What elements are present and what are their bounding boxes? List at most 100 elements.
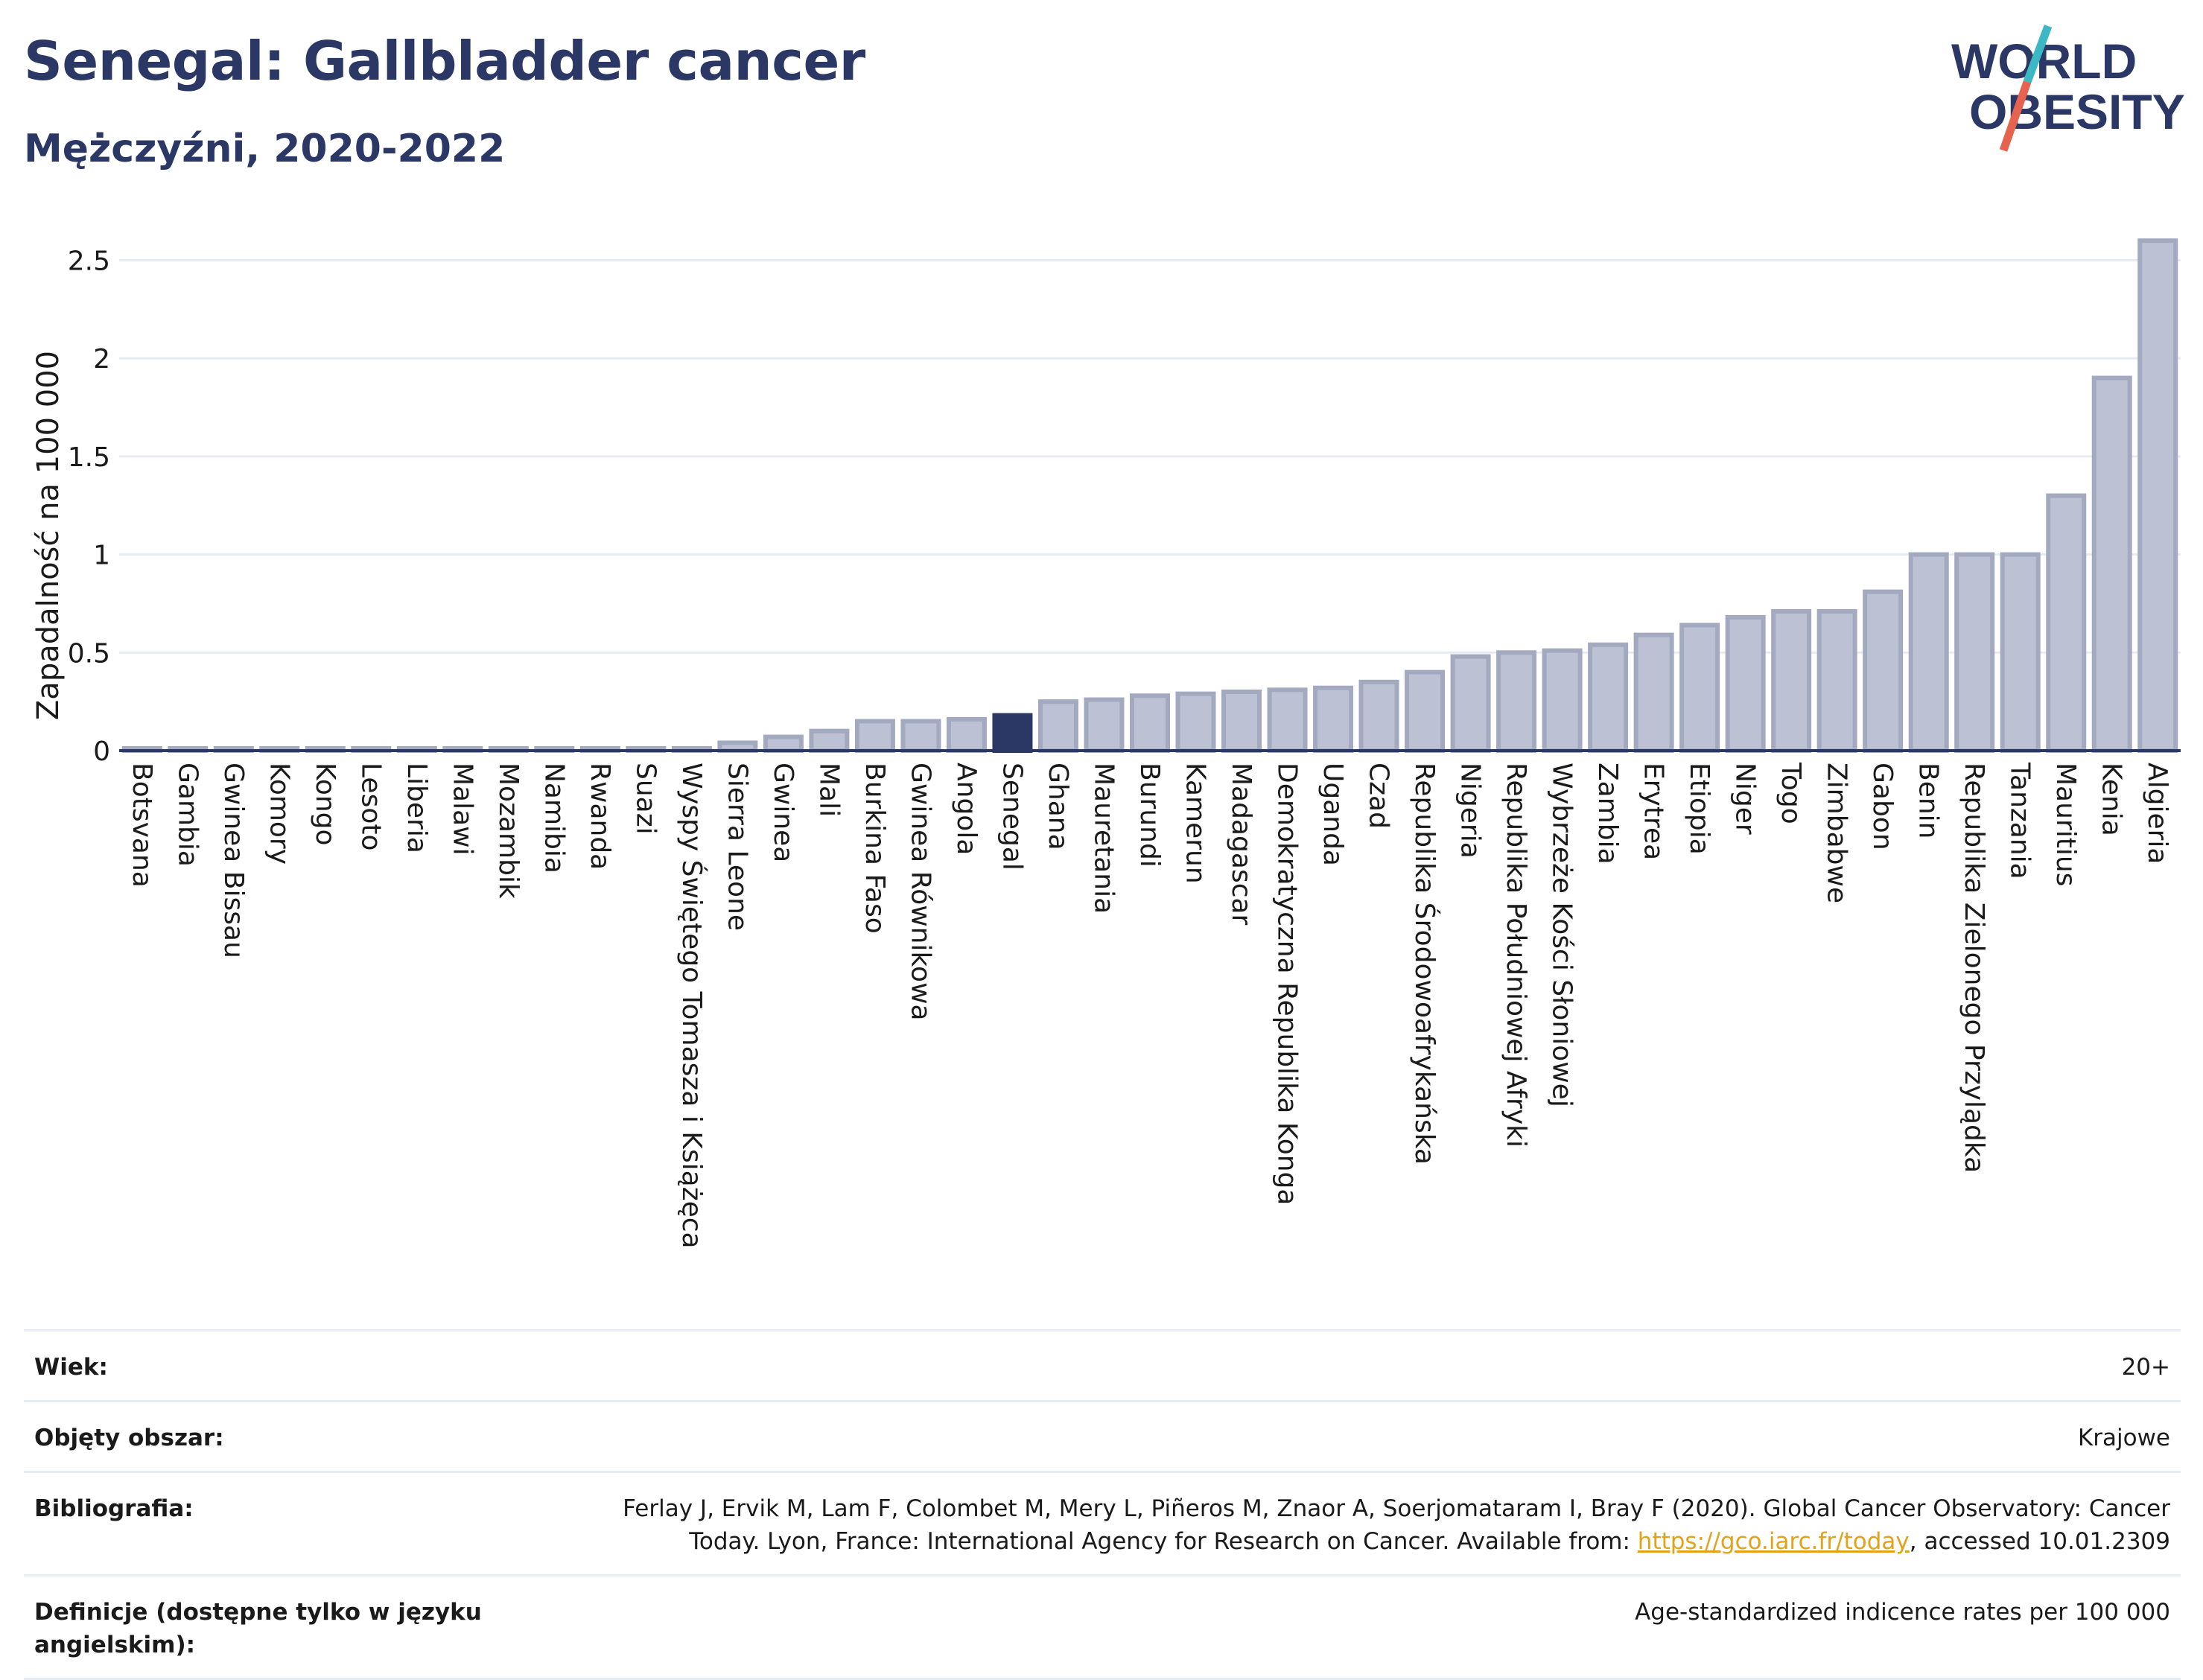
bar-gabon (1863, 589, 1904, 753)
x-tick-label: Tanzania (2005, 762, 2035, 879)
metadata-table: Wiek: 20+ Objęty obszar: Krajowe Bibliog… (24, 1329, 2181, 1680)
x-tick-label: Burundi (1134, 763, 1165, 868)
x-tick-label: Mozambik (493, 763, 524, 899)
bibliography-line2-end: , accessed 10.01.2309 (1909, 1528, 2170, 1555)
x-tick-label: Gwinea Równikowa (905, 763, 935, 1021)
y-tick-label: 0.5 (68, 638, 110, 669)
bar-zimbabwe (1816, 608, 1857, 754)
x-tick-label: Wybrzeże Kości Słoniowej (1547, 763, 1577, 1107)
x-tick-label: Malawi (447, 763, 477, 856)
x-tick-label: Liberia (401, 763, 432, 853)
bar-mauretania (1084, 697, 1125, 753)
x-tick-label: Zambia (1592, 763, 1623, 865)
bar-kenia (2091, 375, 2132, 753)
bibliography-line1: Ferlay J, Ervik M, Lam F, Colombet M, Me… (623, 1495, 2170, 1522)
bar-gwinea (763, 734, 804, 753)
bar-etiopia (1679, 623, 1720, 753)
x-tick-label: Erytrea (1638, 763, 1669, 860)
meta-label-bibliography: Bibliografia: (34, 1495, 194, 1522)
x-tick-label: Demokratyczna Republika Konga (1272, 763, 1303, 1205)
x-tick-label: Etiopia (1684, 763, 1714, 855)
x-tick-label: Lesoto (355, 763, 386, 851)
bar-madagascar (1221, 689, 1262, 754)
x-tick-label: Ghana (1043, 763, 1073, 850)
chart-title: Senegal: Gallbladder cancer (24, 30, 865, 92)
meta-label-coverage: Objęty obszar: (34, 1425, 224, 1451)
world-obesity-logo: WORLD OBESITY (1951, 25, 2185, 152)
x-tick-label: Burkina Faso (859, 763, 890, 934)
bar-benin (1908, 552, 1949, 753)
bar-republika-zielonego-przylądka (1954, 552, 1995, 753)
x-tick-label: Czad (1364, 763, 1394, 829)
logo-slash-teal (2023, 25, 2053, 83)
logo-text-obesity: OBESITY (1969, 84, 2185, 139)
y-tick-label: 0 (93, 736, 110, 767)
y-axis-label: Zapadalność na 100 000 (31, 351, 66, 720)
bar-burundi (1130, 693, 1170, 754)
source-link[interactable]: https://gco.iarc.fr/today (1637, 1528, 1910, 1555)
bar-chart: 0 0.5 1 1.5 2 2.5 Botsvana Gambia Gwinea Bissau… (31, 238, 2181, 1249)
bars (119, 238, 2181, 754)
x-tick-label: Wyspy Świętego Tomasza i Książęca (676, 763, 708, 1249)
bar-algieria (2137, 238, 2178, 754)
y-tick-label: 2.5 (68, 246, 110, 277)
bar-ghana (1037, 699, 1078, 753)
y-tick-label: 2 (93, 344, 110, 375)
x-tick-label: Komory (264, 763, 294, 865)
bar-senegal (992, 713, 1033, 754)
x-tick-label: Suazi (630, 763, 661, 835)
bar-republika-południowej-afryki (1496, 650, 1537, 753)
y-axis: 0 0.5 1 1.5 2 2.5 (68, 246, 110, 767)
meta-value-age: 20+ (2121, 1354, 2170, 1381)
meta-row-coverage: Objęty obszar: Krajowe (24, 1400, 2181, 1471)
bar-republika-środowoafrykańska (1405, 669, 1446, 753)
x-tick-label: Gabon (1867, 763, 1898, 850)
x-tick-label: Benin (1913, 763, 1944, 839)
x-tick-label: Kongo (310, 763, 340, 846)
x-tick-label: Gwinea Bissau (218, 763, 249, 958)
bar-kamerun (1175, 691, 1216, 754)
x-tick-label: Botsvana (127, 763, 157, 888)
bar-togo (1771, 608, 1812, 754)
bar-mali (809, 728, 850, 754)
x-tick-label: Rwanda (585, 763, 615, 870)
meta-row-definitions: Definicje (dostępne tylko w języku angie… (24, 1574, 2181, 1680)
x-axis-labels: Botsvana Gambia Gwinea Bissau Komory Kongo Le… (127, 762, 2172, 1249)
x-tick-label: Nigeria (1455, 763, 1486, 859)
x-tick-label: Angola (951, 763, 982, 855)
logo-slash-red (1999, 80, 2032, 152)
x-tick-label: Gwinea (768, 763, 798, 862)
x-tick-label: Gambia (172, 763, 203, 867)
y-tick-label: 1 (93, 541, 110, 571)
x-tick-label: Mauretania (1088, 763, 1119, 914)
x-tick-label: Algieria (2142, 763, 2172, 865)
x-tick-label: Mauritius (2050, 763, 2081, 886)
meta-label-definitions: Definicje (dostępne tylko w języku angie… (34, 1599, 482, 1658)
bar-erytrea (1633, 632, 1674, 754)
x-tick-label: Madagascar (1226, 763, 1256, 926)
bar-angola (946, 716, 987, 754)
x-tick-label: Republika Środowoafrykańska (1409, 763, 1440, 1165)
x-tick-label: Uganda (1317, 763, 1348, 866)
meta-value-definitions: Age-standardized indicence rates per 100… (1635, 1599, 2170, 1626)
x-tick-label: Sierra Leone (722, 763, 752, 931)
bar-mauritius (2046, 493, 2087, 753)
meta-value-coverage: Krajowe (2077, 1425, 2170, 1451)
x-tick-label: Kenia (2096, 763, 2127, 836)
meta-row-bibliography: Bibliografia: Ferlay J, Ervik M, Lam F, … (24, 1471, 2181, 1574)
bar-tanzania (2000, 552, 2041, 753)
x-tick-label: Zimbabwe (1822, 763, 1852, 903)
x-tick-label: Togo (1776, 762, 1806, 824)
bibliography-line2: Today. Lyon, France: International Agenc… (689, 1528, 1638, 1555)
bar-nigeria (1450, 654, 1491, 754)
chart-subtitle: Mężczyźni, 2020-2022 (24, 127, 506, 171)
x-tick-label: Niger (1730, 763, 1761, 835)
x-tick-label: Republika Zielonego Przylądka (1959, 763, 1989, 1173)
bar-demokratyczna-republika-konga (1267, 687, 1308, 753)
bar-uganda (1313, 685, 1354, 753)
bar-niger (1725, 614, 1766, 753)
meta-row-age: Wiek: 20+ (24, 1329, 2181, 1400)
x-tick-label: Kamerun (1180, 763, 1211, 884)
bar-burkina-faso (854, 719, 895, 753)
y-tick-label: 1.5 (68, 442, 110, 473)
